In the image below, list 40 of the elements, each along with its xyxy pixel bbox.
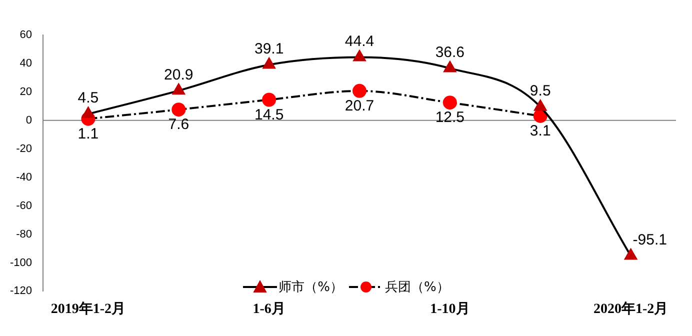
point bbox=[172, 84, 185, 95]
y-tick-label: -120 bbox=[10, 285, 32, 298]
data-label: 7.6 bbox=[168, 116, 190, 134]
point bbox=[353, 50, 366, 62]
legend-label: 兵团（%） bbox=[385, 279, 450, 296]
data-label: 44.4 bbox=[344, 32, 374, 50]
data-label: 20.7 bbox=[344, 98, 374, 115]
point bbox=[82, 106, 94, 118]
point bbox=[444, 61, 456, 72]
x-tick-label: 1-10月 bbox=[430, 302, 470, 318]
data-label: 39.1 bbox=[254, 40, 284, 58]
point bbox=[442, 96, 457, 110]
y-tick-label: -20 bbox=[16, 142, 32, 155]
point bbox=[172, 102, 186, 117]
y-tick-label: -80 bbox=[16, 228, 32, 240]
y-tick-label: -40 bbox=[16, 171, 32, 184]
x-tick-label: 2020年1-2月 bbox=[593, 301, 668, 318]
point bbox=[534, 100, 547, 111]
data-label: 3.1 bbox=[530, 122, 551, 140]
data-label: 36.6 bbox=[435, 44, 465, 61]
y-tick-label: 60 bbox=[20, 29, 32, 42]
x-tick-label: 1-6月 bbox=[252, 302, 286, 318]
data-label: 9.5 bbox=[530, 82, 551, 100]
y-tick-label: -100 bbox=[10, 256, 32, 269]
data-label: 14.5 bbox=[254, 106, 284, 124]
y-tick-label: 0 bbox=[26, 114, 32, 126]
y-tick-label: 20 bbox=[20, 86, 32, 98]
data-label: 4.5 bbox=[78, 90, 99, 107]
point bbox=[624, 248, 637, 260]
y-tick-label: 40 bbox=[20, 58, 32, 70]
legend-label: 师市（%） bbox=[278, 279, 343, 296]
data-label: 20.9 bbox=[164, 66, 194, 84]
y-tick-label: -60 bbox=[16, 200, 32, 212]
data-label: -95.1 bbox=[632, 231, 667, 248]
point bbox=[262, 92, 276, 107]
x-tick-label: 2019年1-2月 bbox=[50, 301, 126, 318]
point bbox=[262, 58, 276, 69]
data-label: 12.5 bbox=[435, 109, 465, 126]
point bbox=[352, 84, 366, 98]
data-label: 1.1 bbox=[78, 125, 99, 142]
